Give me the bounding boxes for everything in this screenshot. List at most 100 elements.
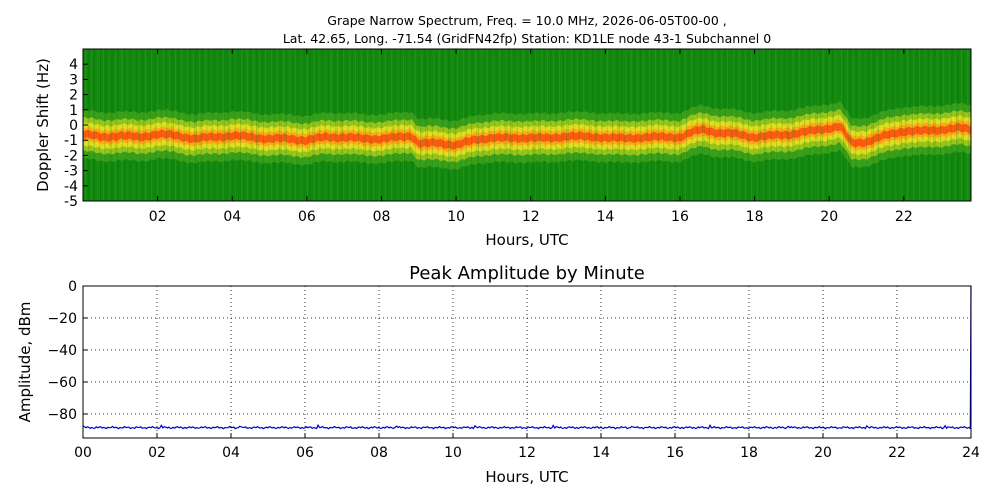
- heatmap-streak: [899, 49, 901, 201]
- amplitude-y-tick-label: −80: [47, 407, 77, 423]
- heatmap-streak: [308, 49, 310, 201]
- heatmap-streak: [522, 49, 524, 201]
- heatmap-streak: [742, 49, 744, 201]
- heatmap-streak: [99, 49, 100, 201]
- heatmap-streak: [848, 49, 850, 201]
- heatmap-streak: [199, 49, 201, 201]
- heatmap-streak: [511, 49, 513, 201]
- heatmap-streak: [465, 49, 467, 201]
- heatmap-streak: [319, 49, 321, 201]
- heatmap-streak: [917, 49, 919, 201]
- heatmap-streak: [747, 49, 749, 201]
- heatmap-streak: [878, 49, 880, 201]
- heatmap-streak: [455, 49, 457, 201]
- heatmap-streak: [612, 49, 614, 201]
- heatmap-streak: [606, 49, 608, 201]
- spectrum-x-tick-label: 14: [596, 209, 614, 225]
- heatmap-streak: [167, 49, 169, 201]
- heatmap-streak: [386, 49, 388, 201]
- spectrum-heatmap: [83, 49, 971, 201]
- heatmap-streak: [760, 49, 761, 201]
- heatmap-streak: [312, 49, 314, 201]
- heatmap-streak: [956, 49, 957, 201]
- heatmap-streak: [527, 49, 529, 201]
- heatmap-streak: [894, 49, 896, 201]
- heatmap-streak: [707, 49, 709, 201]
- heatmap-streak: [280, 49, 282, 201]
- heatmap-streak: [703, 49, 705, 201]
- heatmap-streak: [724, 49, 726, 201]
- spectrum-y-tick-label: -3: [64, 164, 78, 180]
- heatmap-streak: [673, 49, 675, 201]
- heatmap-streak: [619, 49, 620, 201]
- heatmap-streak: [635, 49, 636, 201]
- heatmap-streak: [358, 49, 360, 201]
- amplitude-x-tick-label: 22: [888, 445, 906, 461]
- spectrum-y-tick-label: 1: [69, 103, 78, 119]
- heatmap-streak: [765, 49, 767, 201]
- heatmap-streak: [594, 49, 596, 201]
- heatmap-streak: [850, 49, 851, 201]
- heatmap-streak: [285, 49, 287, 201]
- heatmap-streak: [201, 49, 203, 201]
- heatmap-streak: [871, 49, 873, 201]
- heatmap-streak: [934, 49, 936, 201]
- heatmap-streak: [234, 49, 236, 201]
- heatmap-streak: [127, 49, 129, 201]
- heatmap-streak: [171, 49, 173, 201]
- spectrum-y-tick-label: -2: [64, 148, 78, 164]
- heatmap-streak: [404, 49, 405, 201]
- heatmap-streak: [786, 49, 788, 201]
- heatmap-streak: [539, 49, 541, 201]
- heatmap-streak: [820, 49, 822, 201]
- heatmap-streak: [268, 49, 270, 201]
- heatmap-streak: [843, 49, 845, 201]
- heatmap-streak: [116, 49, 118, 201]
- heatmap-streak: [143, 49, 145, 201]
- heatmap-streak: [397, 49, 399, 201]
- heatmap-streak: [624, 49, 626, 201]
- spectrum-x-ticks: 02 04 06 08 10 12 14 16 18 20 22: [149, 49, 913, 225]
- heatmap-streak: [245, 49, 247, 201]
- heatmap-streak: [668, 49, 670, 201]
- spectrum-x-tick-label: 06: [298, 209, 316, 225]
- heatmap-streak: [115, 49, 116, 201]
- amplitude-x-tick-label: 08: [370, 445, 388, 461]
- heatmap-streak: [860, 49, 862, 201]
- heatmap-streak: [832, 49, 834, 201]
- heatmap-streak: [855, 49, 857, 201]
- heatmap-streak: [121, 49, 123, 201]
- heatmap-streak: [504, 49, 506, 201]
- heatmap-streak: [770, 49, 772, 201]
- heatmap-streak: [342, 49, 344, 201]
- amplitude-x-tick-label: 02: [148, 445, 166, 461]
- heatmap-streak: [793, 49, 795, 201]
- heatmap-streak: [278, 49, 280, 201]
- heatmap-streak: [555, 49, 557, 201]
- heatmap-streak: [296, 49, 298, 201]
- heatmap-streak: [471, 49, 473, 201]
- heatmap-streak: [911, 49, 913, 201]
- amplitude-x-tick-label: 24: [962, 445, 980, 461]
- heatmap-streak: [804, 49, 806, 201]
- heatmap-streak: [617, 49, 619, 201]
- heatmap-streak: [155, 49, 157, 201]
- heatmap-streak: [250, 49, 252, 201]
- heatmap-streak: [702, 49, 704, 201]
- heatmap-streak: [680, 49, 682, 201]
- spectrum-y-tick-label: -5: [64, 194, 78, 210]
- heatmap-streak: [183, 49, 185, 201]
- amplitude-x-tick-label: 10: [444, 445, 462, 461]
- heatmap-streak: [144, 49, 146, 201]
- heatmap-streak: [139, 49, 141, 201]
- heatmap-streak: [449, 49, 451, 201]
- spectrum-x-tick-label: 08: [373, 209, 391, 225]
- heatmap-streak: [224, 49, 226, 201]
- amplitude-y-tick-label: −40: [47, 343, 77, 359]
- heatmap-streak: [488, 49, 490, 201]
- heatmap-streak: [798, 49, 800, 201]
- heatmap-streak: [481, 49, 483, 201]
- heatmap-streak: [393, 49, 395, 201]
- heatmap-streak: [499, 49, 501, 201]
- amplitude-x-tick-label: 20: [814, 445, 832, 461]
